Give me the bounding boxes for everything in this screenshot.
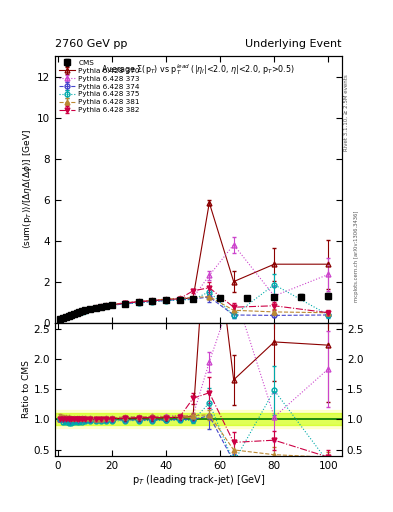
Y-axis label: $\langle$sum(p$_T$)$\rangle$/$[\Delta\eta\Delta(\Delta\phi)]$ [GeV]: $\langle$sum(p$_T$)$\rangle$/$[\Delta\et… <box>21 130 34 249</box>
Bar <box>55 410 342 429</box>
Y-axis label: Ratio to CMS: Ratio to CMS <box>22 360 31 418</box>
Legend: CMS, Pythia 6.428 370, Pythia 6.428 373, Pythia 6.428 374, Pythia 6.428 375, Pyt: CMS, Pythia 6.428 370, Pythia 6.428 373,… <box>57 58 141 115</box>
Text: Rivet 3.1.10, ≥ 2.5M events: Rivet 3.1.10, ≥ 2.5M events <box>344 74 349 151</box>
Text: mcplots.cern.ch [arXiv:1306.3436]: mcplots.cern.ch [arXiv:1306.3436] <box>354 210 359 302</box>
Text: 2760 GeV pp: 2760 GeV pp <box>55 38 127 49</box>
Text: Average $\Sigma$(p$_T$) vs p$_T^{lead}$ ($|\eta_l|$<2.0, $\eta|$<2.0, p$_T$>0.5): Average $\Sigma$(p$_T$) vs p$_T^{lead}$ … <box>101 61 296 77</box>
Bar <box>55 413 342 425</box>
X-axis label: p$_T$ (leading track-jet) [GeV]: p$_T$ (leading track-jet) [GeV] <box>132 473 265 487</box>
Text: Underlying Event: Underlying Event <box>245 38 342 49</box>
